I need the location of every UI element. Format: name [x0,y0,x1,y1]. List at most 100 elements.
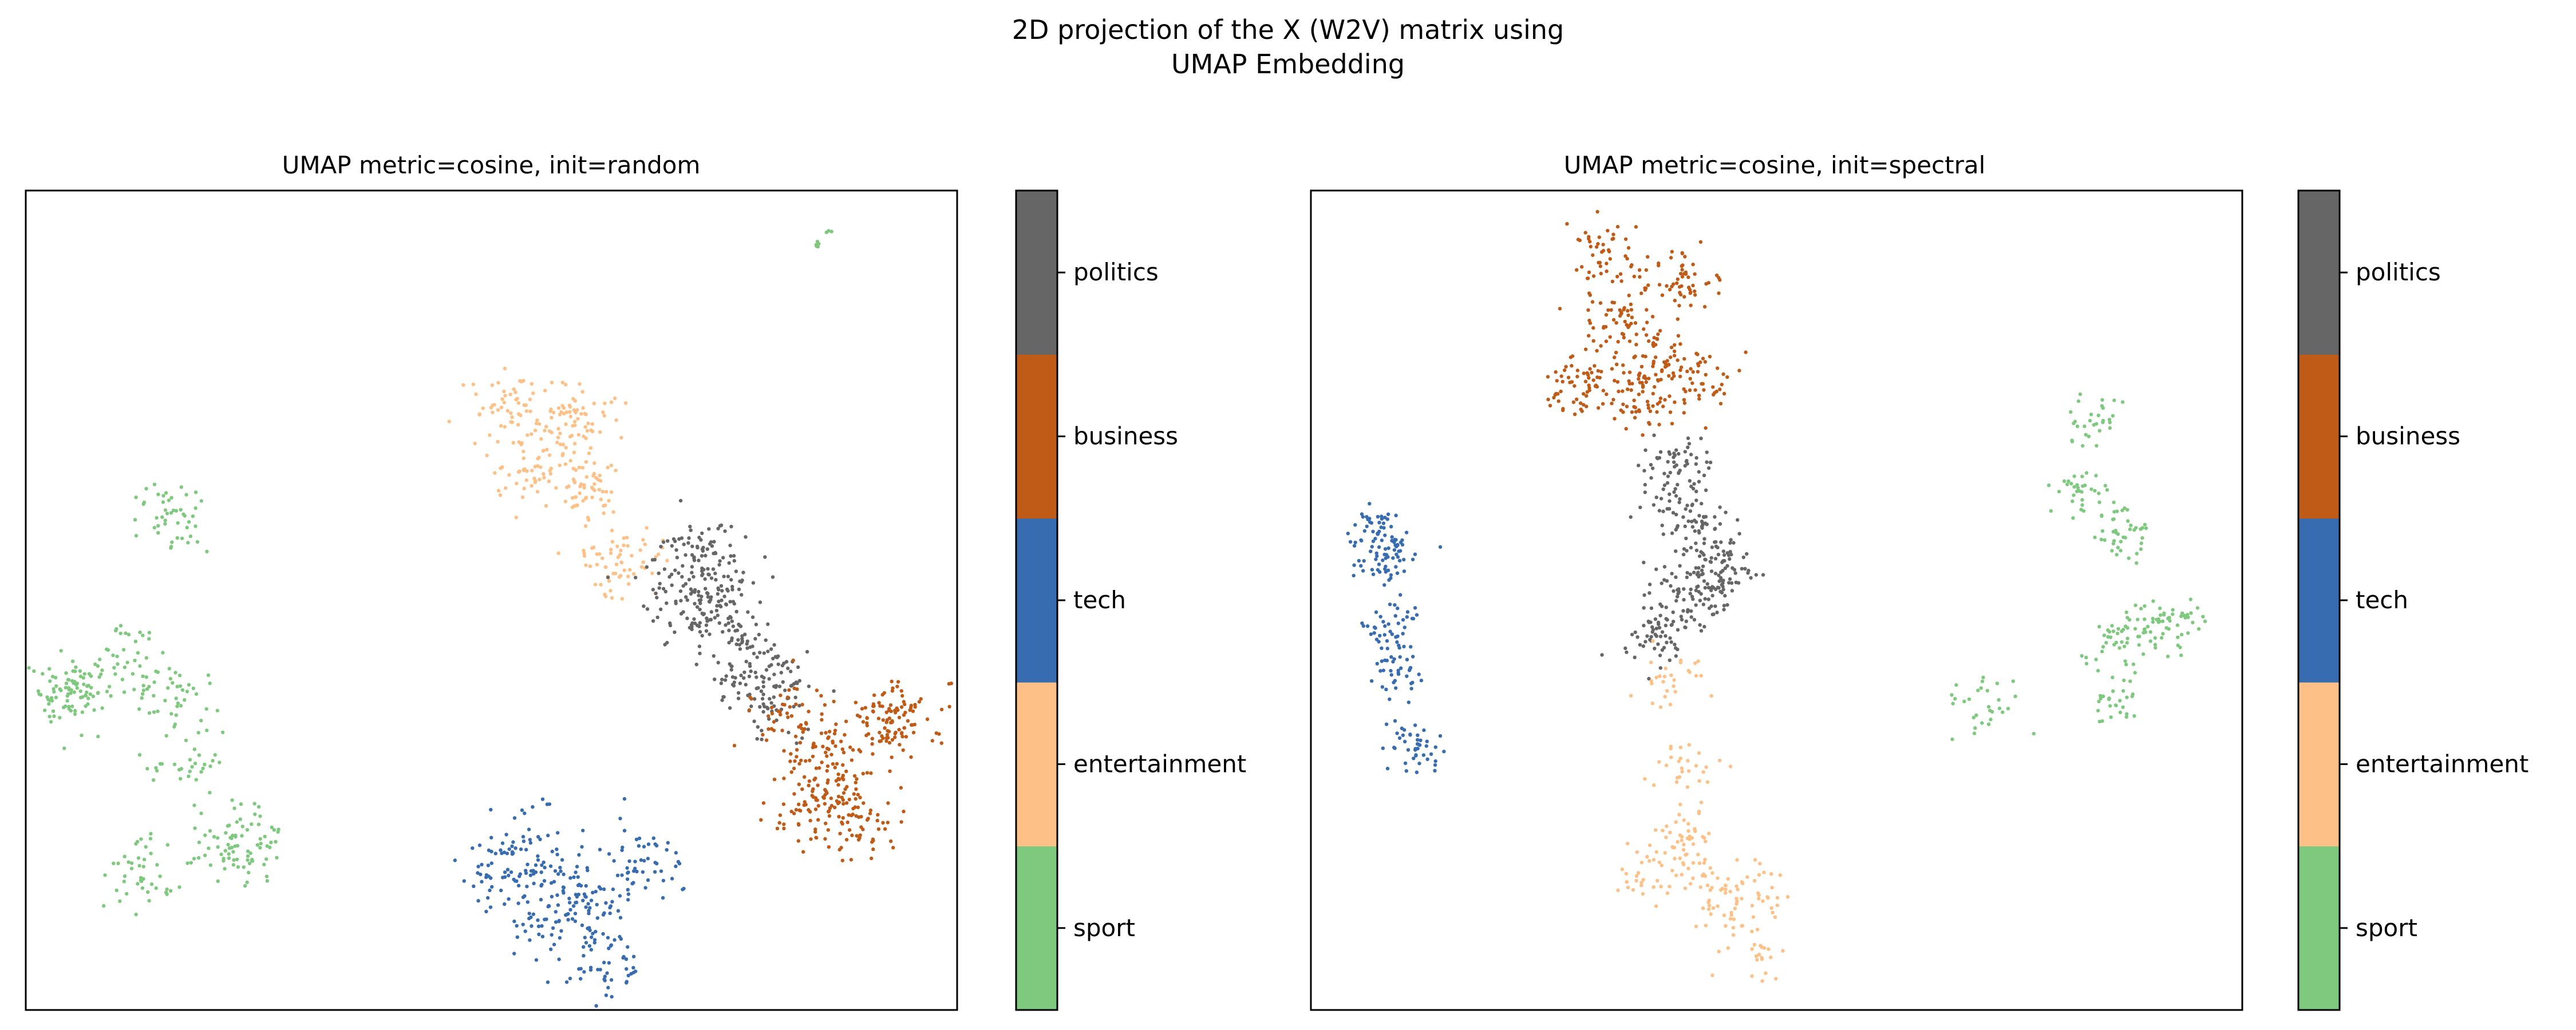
scatter-point-tech [1348,540,1353,544]
scatter-point-entertainment [558,431,562,435]
scatter-point-business [839,846,843,850]
scatter-point-tech [528,873,533,877]
scatter-point-politics [1709,560,1713,564]
scatter-point-entertainment [1697,751,1701,755]
scatter-point-entertainment [522,468,526,473]
scatter-point-entertainment [1707,904,1712,908]
scatter-point-sport [2114,703,2118,708]
scatter-point-sport [140,886,145,890]
scatter-point-sport [264,874,269,878]
scatter-point-sport [256,822,261,826]
scatter-point-politics [1643,482,1647,487]
scatter-point-entertainment [526,433,530,437]
scatter-point-politics [1694,541,1698,545]
scatter-point-business [796,839,801,843]
scatter-point-politics [755,655,759,659]
scatter-point-business [1676,317,1680,321]
scatter-point-sport [2115,631,2120,636]
scatter-point-tech [594,929,598,934]
scatter-point-entertainment [650,571,654,576]
scatter-point-politics [730,675,735,679]
scatter-point-sport [64,671,68,675]
scatter-point-politics [1728,550,1732,554]
colorbar-segment-tech [2298,518,2340,683]
scatter-point-politics [690,571,694,575]
scatter-point-business [1657,261,1661,266]
scatter-point-politics [728,544,732,548]
scatter-point-entertainment [1674,780,1679,784]
scatter-point-entertainment [563,462,568,466]
scatter-point-tech [651,836,656,841]
scatter-point-tech [585,866,589,870]
scatter-point-business [1621,363,1625,367]
scatter-point-business [798,740,803,745]
scatter-point-sport [2118,710,2123,715]
scatter-point-business [870,856,874,861]
scatter-point-business [841,816,846,820]
scatter-point-sport [51,709,56,714]
scatter-point-entertainment [496,381,500,385]
scatter-point-politics [1688,479,1692,483]
scatter-point-tech [646,842,651,846]
scatter-point-sport [2093,489,2097,493]
scatter-point-politics [737,624,742,628]
scatter-point-politics [784,660,789,664]
scatter-point-sport [102,904,106,908]
scatter-point-sport [65,699,69,703]
scatter-point-entertainment [500,397,504,401]
scatter-point-politics [1741,555,1745,560]
scatter-point-sport [2151,599,2155,603]
scatter-point-politics [1700,568,1704,572]
scatter-point-politics [659,607,663,612]
scatter-point-sport [243,884,247,888]
scatter-point-politics [724,674,728,678]
scatter-point-sport [80,710,85,714]
scatter-point-tech [1369,521,1374,525]
scatter-point-entertainment [488,433,492,437]
scatter-point-business [1718,387,1722,391]
scatter-point-tech [1396,621,1400,625]
scatter-point-entertainment [578,491,582,495]
scatter-point-business [1610,367,1614,371]
scatter-point-sport [158,762,163,766]
scatter-point-business [868,811,872,815]
scatter-point-entertainment [481,406,485,410]
scatter-point-business [1580,265,1584,269]
scatter-point-tech [604,901,608,905]
scatter-point-entertainment [1616,888,1620,893]
scatter-point-politics [1662,472,1666,476]
scatter-point-politics [1727,581,1731,585]
scatter-point-tech [1405,674,1409,678]
scatter-point-politics [690,621,694,625]
scatter-point-business [1604,339,1609,343]
scatter-point-business [826,828,831,832]
scatter-point-business [851,806,855,811]
scatter-point-business [815,688,819,692]
scatter-point-politics [1674,599,1678,603]
scatter-point-sport [2107,697,2111,702]
scatter-point-tech [1400,542,1405,547]
scatter-point-sport [233,844,237,848]
scatter-point-business [809,837,813,841]
scatter-point-sport [203,762,207,767]
scatter-point-entertainment [582,486,586,490]
scatter-point-entertainment [1680,838,1684,842]
scatter-point-tech [626,892,631,896]
scatter-point-sport [2120,400,2125,404]
scatter-point-entertainment [1691,876,1695,881]
scatter-point-sport [240,825,244,829]
scatter-point-sport [816,244,820,249]
scatter-point-entertainment [567,403,571,407]
scatter-point-tech [528,841,533,845]
scatter-point-tech [1395,731,1399,735]
scatter-point-tech [1398,558,1402,562]
scatter-point-entertainment [1702,861,1706,865]
scatter-point-entertainment [1663,851,1667,855]
scatter-point-sport [48,715,52,719]
scatter-point-politics [742,670,746,675]
scatter-point-entertainment [522,486,526,490]
scatter-point-politics [1654,496,1658,500]
scatter-point-business [829,796,833,801]
scatter-point-politics [1673,487,1677,491]
scatter-point-tech [598,968,602,972]
